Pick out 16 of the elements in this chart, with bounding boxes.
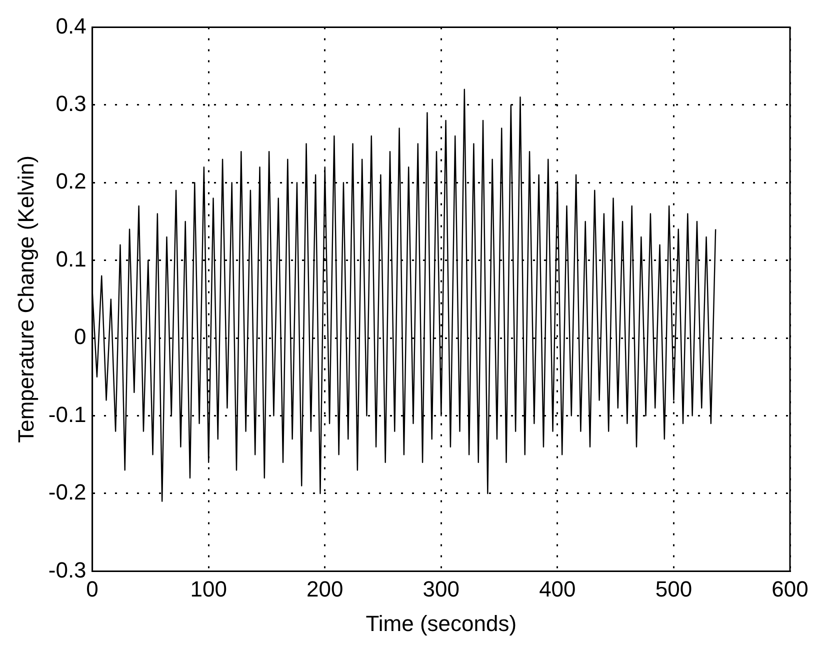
- x-tick-label: 500: [655, 576, 692, 602]
- y-tick-label: 0.4: [56, 13, 86, 38]
- y-tick-label: 0.3: [56, 90, 86, 116]
- y-tick-label: -0.3: [48, 557, 86, 582]
- y-tick-label: -0.2: [48, 480, 86, 505]
- y-tick-label: 0.2: [56, 168, 86, 194]
- y-tick-label: -0.1: [48, 402, 86, 427]
- y-axis-title: Temperature Change (Kelvin): [13, 156, 38, 443]
- x-tick-label: 300: [422, 576, 460, 602]
- y-tick-label: 0: [74, 324, 86, 350]
- x-tick-label: 200: [306, 576, 344, 602]
- x-tick-label: 400: [539, 576, 576, 602]
- x-tick-label: 600: [772, 576, 808, 602]
- x-tick-label: 100: [190, 576, 227, 602]
- y-tick-label: 0.1: [56, 246, 86, 272]
- x-axis-title: Time (seconds): [366, 610, 517, 636]
